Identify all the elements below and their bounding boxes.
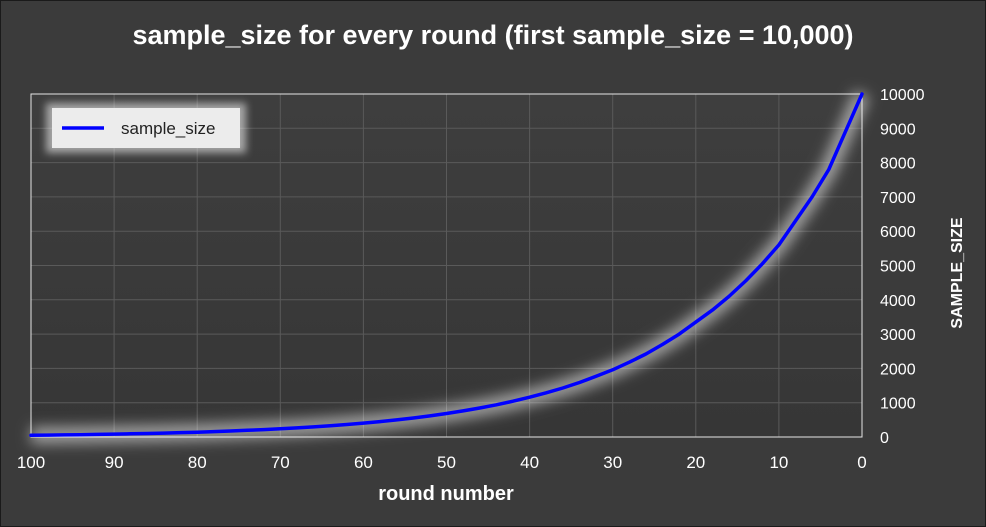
- x-tick-label: 20: [686, 453, 705, 472]
- x-tick-label: 30: [603, 453, 622, 472]
- x-axis-title: round number: [378, 483, 514, 505]
- y-tick-label: 7000: [880, 190, 916, 207]
- y-tick-label: 4000: [880, 293, 916, 310]
- chart-title: sample_size for every round (first sampl…: [132, 20, 854, 50]
- y-tick-label: 6000: [880, 224, 916, 241]
- y-tick-label: 8000: [880, 156, 916, 173]
- x-tick-label: 100: [17, 453, 45, 472]
- y-tick-label: 1000: [880, 396, 916, 413]
- legend-label: sample_size: [121, 119, 216, 138]
- x-tick-label: 70: [271, 453, 290, 472]
- y-tick-label: 10000: [880, 87, 925, 104]
- x-axis-ticks: 100 90 80 70 60 50 40 30 20 10 0: [17, 453, 867, 472]
- x-tick-label: 60: [354, 453, 373, 472]
- legend: sample_size: [46, 103, 246, 153]
- y-tick-label: 9000: [880, 121, 916, 138]
- x-tick-label: 40: [520, 453, 539, 472]
- y-tick-label: 0: [880, 430, 889, 447]
- y-tick-label: 5000: [880, 259, 916, 276]
- plot-border: [30, 93, 863, 438]
- y-tick-label: 2000: [880, 361, 916, 378]
- x-tick-label: 0: [857, 453, 866, 472]
- y-axis-ticks: 0 1000 2000 3000 4000 5000 6000 7000 8000 9000 100…: [880, 87, 925, 447]
- y-axis-title: SAMPLE_SIZE: [949, 217, 966, 328]
- y-tick-label: 3000: [880, 327, 916, 344]
- x-tick-label: 10: [769, 453, 788, 472]
- series-line-sample-size: [29, 92, 864, 438]
- x-tick-label: 90: [105, 453, 124, 472]
- x-tick-label: 80: [188, 453, 207, 472]
- x-tick-label: 50: [437, 453, 456, 472]
